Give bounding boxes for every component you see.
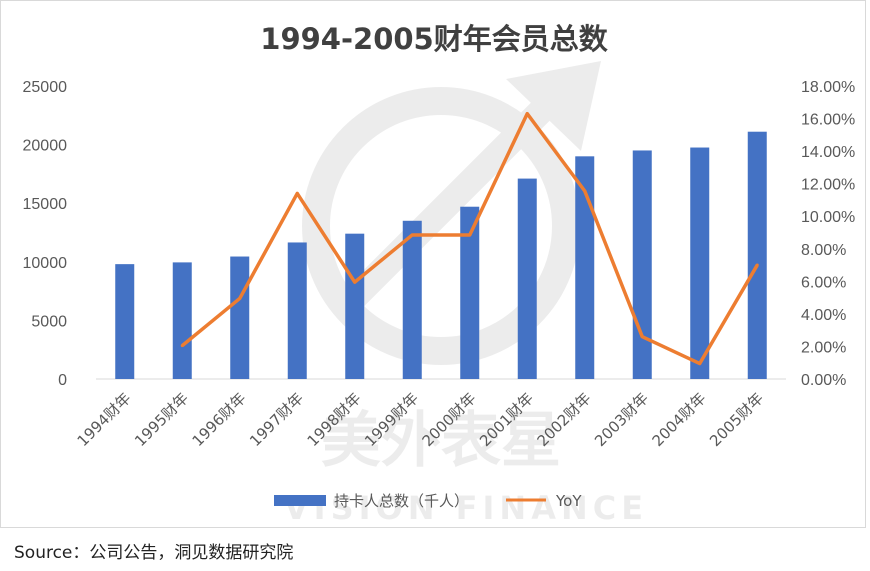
x-tick-label: 2005财年: [706, 389, 767, 450]
right-tick-label: 12.00%: [801, 177, 855, 194]
yoy-series: [180, 111, 759, 366]
right-tick-label: 18.00%: [801, 79, 855, 96]
right-tick-label: 14.00%: [801, 144, 855, 161]
bar-2000财年: [460, 206, 480, 379]
bar-1999财年: [402, 220, 422, 379]
bar-series: [115, 131, 767, 379]
yoy-point-2003财年: [640, 335, 644, 339]
right-tick-label: 4.00%: [801, 307, 846, 324]
yoy-point-2001财年: [525, 112, 529, 116]
bar-1998财年: [345, 233, 365, 379]
source-note: Source：公司公告，洞见数据研究院: [14, 543, 294, 563]
left-tick-label: 20000: [23, 138, 68, 155]
x-tick-label: 1994财年: [74, 389, 135, 450]
left-axis: 0 5000 10000 15000 20000 25000: [23, 79, 68, 389]
left-tick-label: 5000: [31, 313, 67, 330]
left-tick-label: 0: [58, 372, 67, 389]
x-tick-label: 2003财年: [591, 389, 652, 450]
legend-swatch-cardholders: [274, 495, 326, 506]
chart-title: 1994-2005财年会员总数: [260, 22, 608, 56]
bar-2001财年: [517, 178, 537, 379]
chart-svg: 美外表星 VISION FINANCE 1994-2005财年会员总数 0 500…: [23, 22, 856, 527]
x-tick-label: 1996财年: [189, 389, 250, 450]
right-axis: 0.00% 2.00% 4.00% 6.00% 8.00% 10.00% 12.00% 14.…: [801, 79, 855, 389]
x-tick-label: 1995财年: [131, 389, 192, 450]
right-tick-label: 16.00%: [801, 112, 855, 129]
bar-1995财年: [172, 262, 192, 379]
bar-2002财年: [575, 156, 595, 379]
watermark-en: VISION FINANCE: [284, 489, 648, 527]
x-tick-label: 1997财年: [246, 389, 307, 450]
left-tick-label: 15000: [23, 196, 68, 213]
bar-1994财年: [115, 264, 135, 379]
legend: 持卡人总数（千人） YoY: [274, 492, 582, 510]
right-tick-label: 0.00%: [801, 372, 846, 389]
right-tick-label: 6.00%: [801, 274, 846, 291]
yoy-point-2002财年: [583, 189, 587, 193]
watermark-arrowhead: [506, 61, 601, 151]
yoy-point-2000财年: [468, 233, 472, 237]
yoy-point-2004财年: [698, 362, 702, 366]
watermark-ring: [302, 87, 580, 365]
watermark-arrow: [341, 81, 571, 311]
yoy-point-1998财年: [353, 280, 357, 284]
x-tick-label: 2004财年: [649, 389, 710, 450]
left-tick-label: 10000: [23, 255, 68, 272]
yoy-point-1995财年: [180, 344, 184, 348]
bar-2003财年: [632, 150, 652, 379]
yoy-point-2005财年: [755, 263, 759, 267]
yoy-point-1996财年: [238, 296, 242, 300]
yoy-point-1999财年: [410, 233, 414, 237]
watermark-cn: 美外表星: [321, 406, 561, 476]
bar-1996财年: [230, 256, 250, 379]
chart-frame: 美外表星 VISION FINANCE 1994-2005财年会员总数 0 500…: [0, 0, 866, 528]
yoy-point-1997财年: [295, 191, 299, 195]
right-tick-label: 10.00%: [801, 209, 855, 226]
right-tick-label: 2.00%: [801, 339, 846, 356]
watermark: 美外表星 VISION FINANCE: [284, 61, 648, 527]
left-tick-label: 25000: [23, 79, 68, 96]
right-tick-label: 8.00%: [801, 242, 846, 259]
legend-label-yoy: YoY: [555, 492, 582, 510]
legend-label-cardholders: 持卡人总数（千人）: [334, 492, 469, 510]
bar-2005财年: [747, 131, 767, 379]
bar-1997财年: [287, 242, 307, 379]
bar-2004财年: [690, 147, 710, 379]
